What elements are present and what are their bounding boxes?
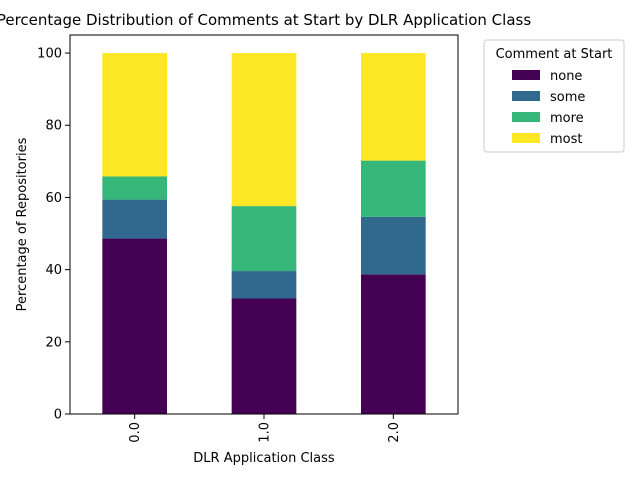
bar-most-1.0: [231, 53, 297, 207]
legend-swatch-more: [512, 112, 540, 122]
y-tick-label: 80: [45, 119, 62, 134]
bar-none-2.0: [361, 274, 426, 414]
legend-label-none: none: [550, 69, 582, 84]
legend-label-more: more: [550, 111, 584, 126]
bar-none-0.0: [102, 238, 167, 414]
bar-some-2.0: [361, 216, 426, 275]
bar-none-1.0: [231, 298, 297, 414]
x-tick-label: 2.0: [387, 422, 402, 443]
x-axis-label: DLR Application Class: [193, 451, 335, 466]
bar-some-1.0: [231, 271, 297, 299]
chart-title: Percentage Distribution of Comments at S…: [0, 11, 531, 29]
legend-swatch-most: [512, 133, 540, 143]
bar-most-2.0: [361, 53, 426, 161]
bars-layer: [102, 53, 426, 414]
y-tick-label: 0: [54, 408, 62, 423]
bar-more-1.0: [231, 206, 297, 272]
y-tick-label: 60: [45, 191, 62, 206]
bar-some-0.0: [102, 199, 167, 239]
legend-swatch-none: [512, 70, 540, 80]
bar-more-2.0: [361, 160, 426, 217]
legend-items: none some more most: [512, 69, 585, 147]
x-tick-label: 1.0: [258, 422, 273, 443]
x-axis: 0.0 1.0 2.0: [128, 414, 402, 443]
y-axis-label: Percentage of Repositories: [15, 137, 30, 311]
legend-label-some: some: [550, 90, 585, 105]
bar-more-0.0: [102, 176, 167, 200]
legend-title: Comment at Start: [496, 47, 613, 62]
legend-box: [483, 39, 625, 153]
y-tick-label: 100: [37, 47, 62, 62]
bar-most-0.0: [102, 53, 167, 177]
legend-label-most: most: [550, 132, 583, 147]
legend: Comment at Start none some more most: [483, 39, 625, 153]
y-tick-label: 20: [45, 335, 62, 350]
legend-swatch-some: [512, 91, 540, 101]
y-tick-label: 40: [45, 263, 62, 278]
y-axis: 0 20 40 60 80 100: [37, 47, 70, 423]
x-tick-label: 0.0: [128, 422, 143, 443]
